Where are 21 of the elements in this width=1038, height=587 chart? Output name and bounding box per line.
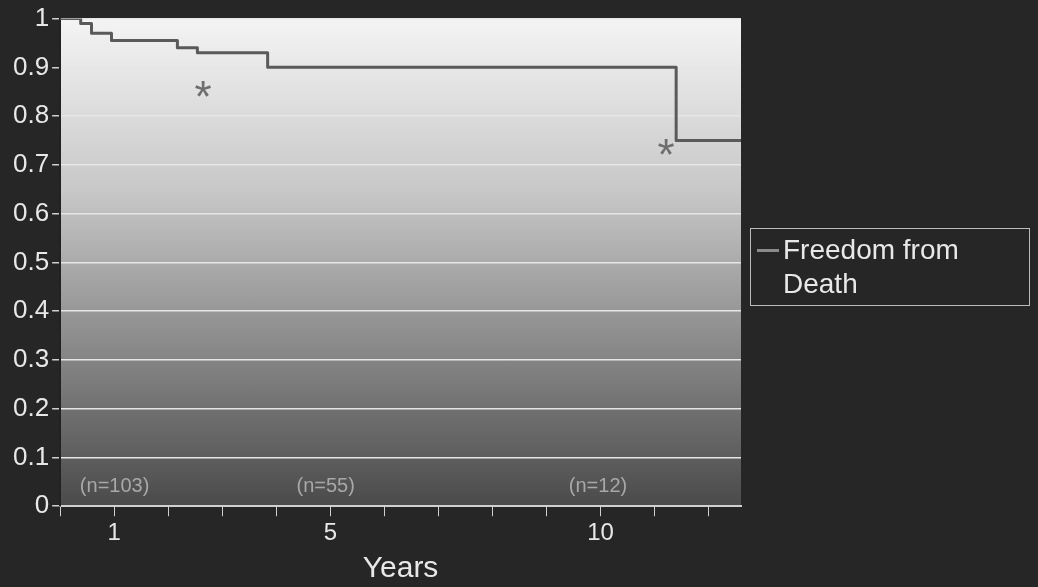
x-tick-label: 5	[323, 518, 337, 546]
y-tick-label: 0.2	[12, 391, 50, 422]
y-tick-label: 0.5	[12, 245, 50, 276]
annotation: (n=103)	[79, 474, 150, 497]
annotation: *	[657, 130, 675, 180]
y-tick-label: 0.3	[12, 343, 50, 374]
annotation: (n=12)	[568, 474, 628, 497]
y-tick-label: 0	[34, 489, 50, 520]
y-tick-label: 1	[34, 1, 50, 32]
y-tick-label: 0.9	[12, 50, 50, 81]
annotation: *	[194, 71, 212, 121]
text: Freedom from Death	[783, 233, 960, 301]
annotation: (n=55)	[296, 474, 355, 497]
x-tick-label: 1	[107, 518, 121, 546]
y-tick-label: 0.8	[12, 99, 50, 130]
y-tick-label: 0.4	[12, 294, 50, 325]
y-tick-label: 0.1	[12, 440, 50, 471]
x-axis-title: Years	[362, 550, 439, 584]
y-tick-label: 0.7	[12, 148, 50, 179]
x-tick-label: 10	[587, 518, 614, 546]
y-tick-label: 0.6	[12, 196, 50, 227]
